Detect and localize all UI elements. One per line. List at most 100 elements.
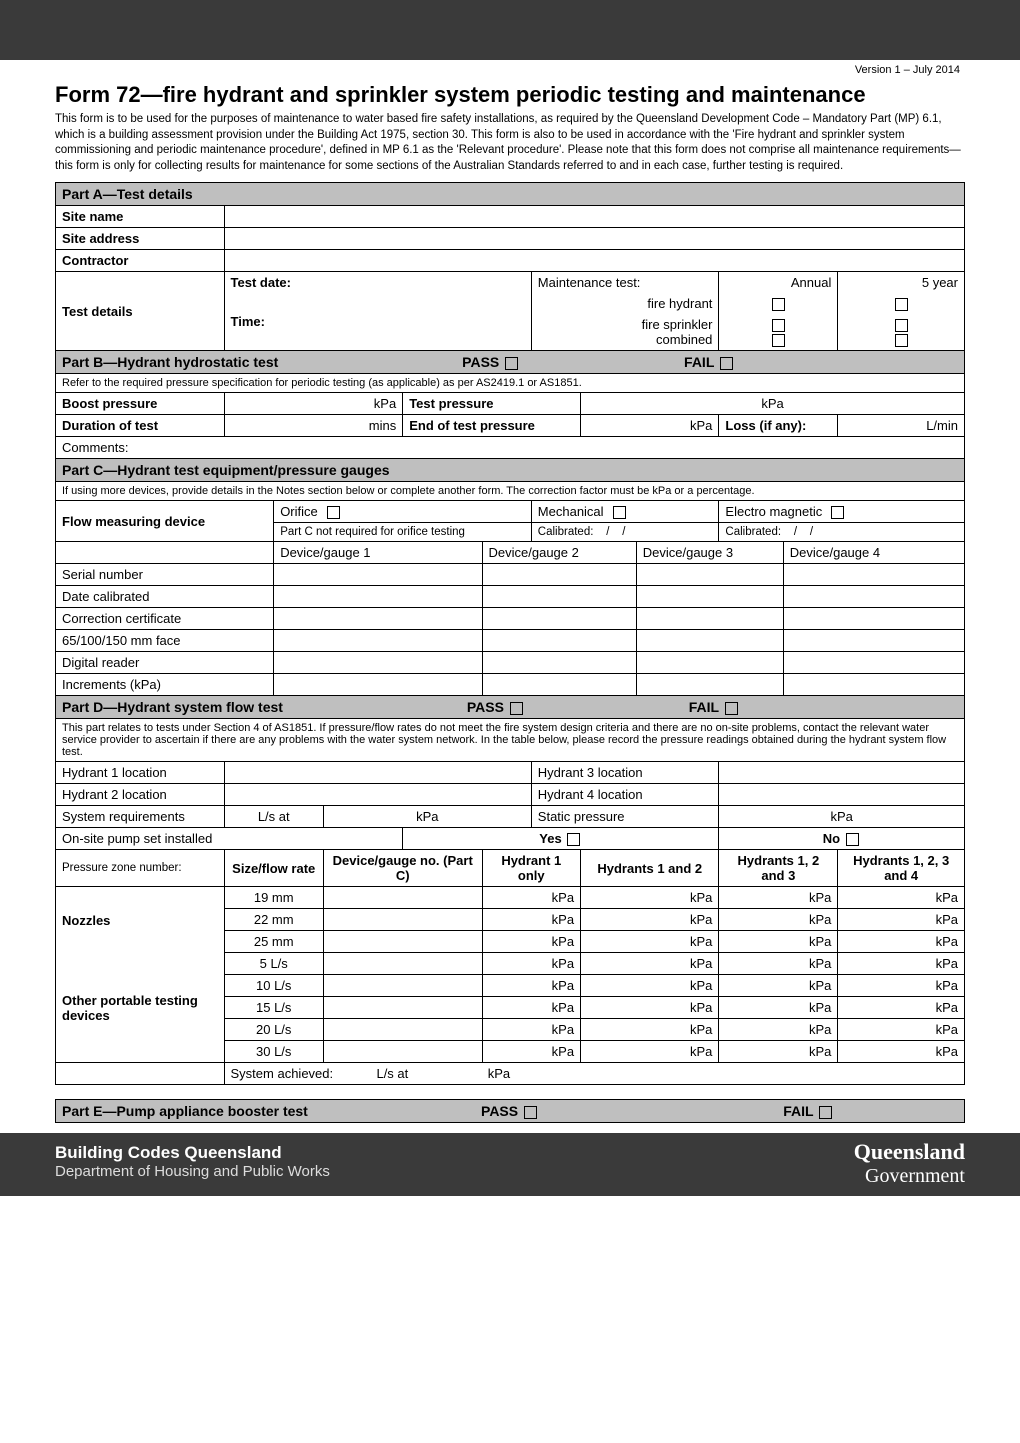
opt-electro[interactable]: Electro magnetic [719,501,965,523]
pump-yes[interactable]: Yes [403,828,719,850]
input-loss[interactable]: L/min [838,415,965,437]
corr-3[interactable] [636,608,783,630]
input-h3loc[interactable] [719,762,965,784]
hdr-h1234: Hydrants 1, 2, 3 and 4 [838,850,965,887]
f20-h123[interactable]: kPa [719,1019,838,1041]
noz-22-h1234[interactable]: kPa [838,909,965,931]
datecal-3[interactable] [636,586,783,608]
datecal-1[interactable] [274,586,482,608]
row-sysach[interactable]: System achieved: L/s at kPa [224,1063,964,1085]
cb-sprinkler-annual[interactable] [719,314,838,351]
f10-h1[interactable]: kPa [482,975,581,997]
inc-3[interactable] [636,674,783,696]
dig-4[interactable] [783,652,964,674]
f30-dg[interactable] [323,1041,482,1063]
f5-dg[interactable] [323,953,482,975]
noz-22-h123[interactable]: kPa [719,909,838,931]
f20-h1[interactable]: kPa [482,1019,581,1041]
f15-h1[interactable]: kPa [482,997,581,1019]
f5-h1[interactable]: kPa [482,953,581,975]
cb-partd-fail[interactable] [725,702,738,715]
f5-h123[interactable]: kPa [719,953,838,975]
input-h4loc[interactable] [719,784,965,806]
corr-4[interactable] [783,608,964,630]
f30-h12[interactable]: kPa [581,1041,719,1063]
cb-parte-fail[interactable] [819,1106,832,1119]
cb-sprinkler-5yr[interactable] [838,314,965,351]
noz-22-h1[interactable]: kPa [482,909,581,931]
inc-1[interactable] [274,674,482,696]
cb-hydrant-5yr[interactable] [838,293,965,314]
f15-h1234[interactable]: kPa [838,997,965,1019]
f20-h1234[interactable]: kPa [838,1019,965,1041]
f5-h12[interactable]: kPa [581,953,719,975]
input-duration[interactable]: mins [224,415,403,437]
face-4[interactable] [783,630,964,652]
serial-2[interactable] [482,564,636,586]
cb-parte-pass[interactable] [524,1106,537,1119]
static-kpa[interactable]: kPa [719,806,965,828]
sysreq-ls[interactable]: L/s at [224,806,323,828]
noz-19-dg[interactable] [323,887,482,909]
opt-mechanical[interactable]: Mechanical [531,501,719,523]
datecal-2[interactable] [482,586,636,608]
f5-h1234[interactable]: kPa [838,953,965,975]
f20-dg[interactable] [323,1019,482,1041]
input-site-name[interactable] [224,206,964,228]
corr-1[interactable] [274,608,482,630]
noz-22-h12[interactable]: kPa [581,909,719,931]
noz-19-h1234[interactable]: kPa [838,887,965,909]
input-eot-kpa[interactable]: kPa [581,415,719,437]
dig-3[interactable] [636,652,783,674]
noz-25-dg[interactable] [323,931,482,953]
noz-22-dg[interactable] [323,909,482,931]
noz-25-h12[interactable]: kPa [581,931,719,953]
cb-partb-pass[interactable] [505,357,518,370]
f10-h1234[interactable]: kPa [838,975,965,997]
noz-19-h12[interactable]: kPa [581,887,719,909]
input-test-kpa[interactable]: kPa [581,393,965,415]
face-1[interactable] [274,630,482,652]
label-static: Static pressure [531,806,719,828]
mech-calibrated[interactable]: Calibrated: / / [531,523,719,542]
noz-25-h1234[interactable]: kPa [838,931,965,953]
cb-partd-pass[interactable] [510,702,523,715]
f30-h1234[interactable]: kPa [838,1041,965,1063]
pump-no[interactable]: No [719,828,965,850]
cb-hydrant-annual[interactable] [719,293,838,314]
face-2[interactable] [482,630,636,652]
cb-partb-fail[interactable] [720,357,733,370]
serial-4[interactable] [783,564,964,586]
input-h1loc[interactable] [224,762,531,784]
f15-h123[interactable]: kPa [719,997,838,1019]
serial-1[interactable] [274,564,482,586]
f30-h1[interactable]: kPa [482,1041,581,1063]
noz-19-h123[interactable]: kPa [719,887,838,909]
f10-dg[interactable] [323,975,482,997]
serial-3[interactable] [636,564,783,586]
f15-dg[interactable] [323,997,482,1019]
inc-2[interactable] [482,674,636,696]
label-comments[interactable]: Comments: [56,437,965,459]
input-site-address[interactable] [224,228,964,250]
corr-2[interactable] [482,608,636,630]
input-h2loc[interactable] [224,784,531,806]
dig-2[interactable] [482,652,636,674]
noz-19-h1[interactable]: kPa [482,887,581,909]
dig-1[interactable] [274,652,482,674]
noz-25-h1[interactable]: kPa [482,931,581,953]
inc-4[interactable] [783,674,964,696]
opt-orifice[interactable]: Orifice [274,501,532,523]
f15-h12[interactable]: kPa [581,997,719,1019]
f10-h123[interactable]: kPa [719,975,838,997]
f20-h12[interactable]: kPa [581,1019,719,1041]
noz-25-h123[interactable]: kPa [719,931,838,953]
datecal-4[interactable] [783,586,964,608]
sysreq-kpa[interactable]: kPa [323,806,531,828]
electro-calibrated[interactable]: Calibrated: / / [719,523,965,542]
input-boost-kpa[interactable]: kPa [224,393,403,415]
face-3[interactable] [636,630,783,652]
f30-h123[interactable]: kPa [719,1041,838,1063]
input-contractor[interactable] [224,250,964,272]
f10-h12[interactable]: kPa [581,975,719,997]
